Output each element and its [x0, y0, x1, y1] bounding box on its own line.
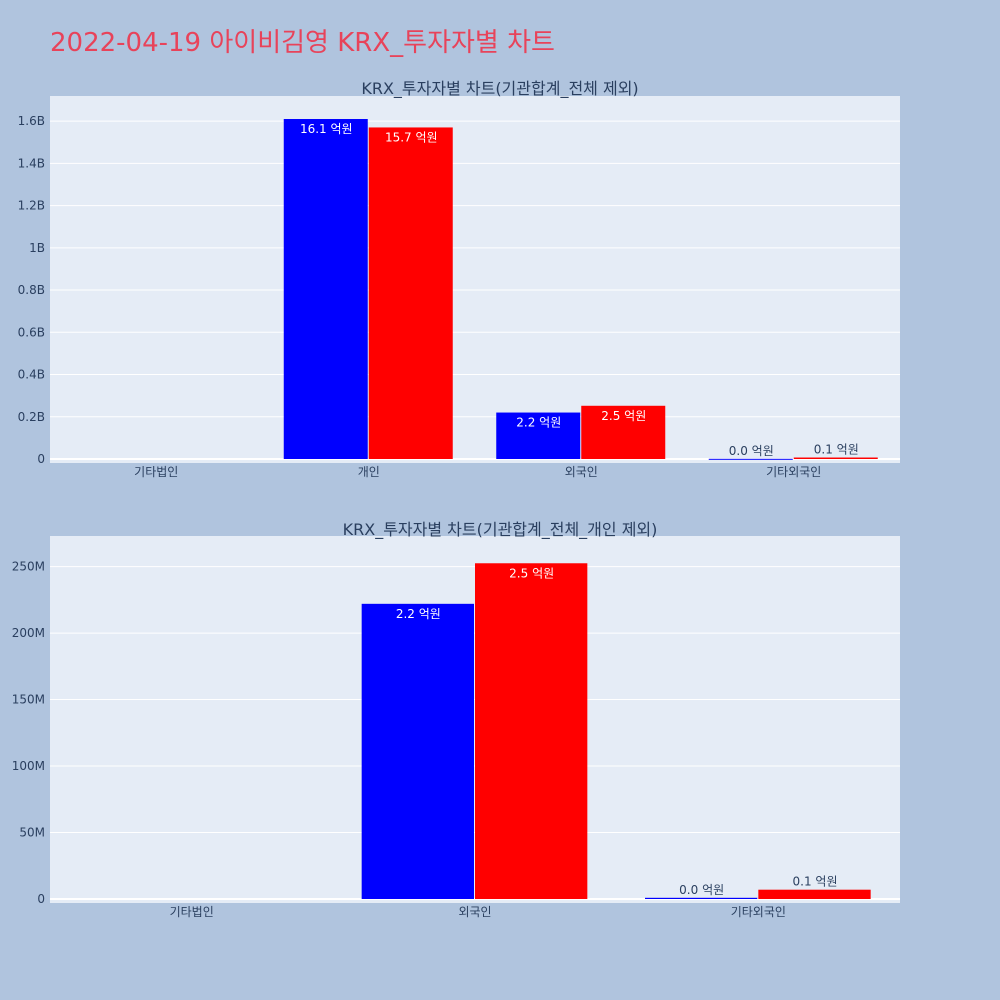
data-label: 0.0 억원: [679, 883, 724, 897]
y-tick-label: 0.6B: [18, 325, 45, 339]
y-tick-label: 0.2B: [18, 410, 45, 424]
data-label: 2.2 억원: [396, 607, 441, 621]
y-tick-label: 0: [37, 452, 45, 466]
bar: [361, 603, 474, 899]
chart-title: KRX_투자자별 차트(기관합계_전체_개인 제외): [343, 520, 658, 540]
bar: [758, 889, 871, 899]
x-tick-label: 기타외국인: [731, 905, 786, 919]
data-label: 2.5 억원: [601, 409, 646, 423]
x-tick-label: 외국인: [565, 465, 598, 479]
bar: [581, 405, 666, 459]
y-tick-label: 50M: [19, 826, 45, 840]
y-tick-label: 0.8B: [18, 283, 45, 297]
data-label: 0.1 억원: [793, 875, 838, 889]
bar: [283, 119, 368, 459]
data-label: 0.1 억원: [814, 443, 859, 457]
plot-area: [50, 96, 900, 463]
bar: [708, 458, 793, 460]
y-tick-label: 150M: [12, 693, 45, 707]
y-tick-label: 1B: [29, 241, 45, 255]
data-label: 0.0 억원: [729, 444, 774, 458]
x-tick-label: 기타법인: [170, 905, 214, 919]
chart-1: KRX_투자자별 차트(기관합계_전체 제외) 0 0.2B 0.4B 0.6B 0.8B…: [18, 79, 900, 479]
y-tick-label: 0.4B: [18, 368, 45, 382]
bar: [645, 897, 758, 899]
page-title: 2022-04-19 아이비김영 KRX_투자자별 차트: [50, 28, 555, 58]
y-tick-label: 1.4B: [18, 156, 45, 170]
y-tick-label: 100M: [12, 759, 45, 773]
chart-title: KRX_투자자별 차트(기관합계_전체 제외): [361, 79, 638, 99]
y-tick-label: 0: [37, 892, 45, 906]
x-tick-label: 외국인: [458, 905, 491, 919]
y-tick-label: 1.2B: [18, 199, 45, 213]
bar: [368, 127, 453, 459]
y-tick-label: 250M: [12, 560, 45, 574]
x-tick-label: 기타법인: [134, 465, 178, 479]
chart-2: KRX_투자자별 차트(기관합계_전체_개인 제외) 0 50M 100M 150M 20…: [12, 520, 900, 919]
data-label: 16.1 억원: [300, 122, 353, 136]
x-tick-label: 개인: [358, 465, 380, 479]
y-tick-label: 200M: [12, 626, 45, 640]
bar: [475, 563, 588, 899]
data-label: 2.5 억원: [509, 566, 554, 580]
data-label: 2.2 억원: [516, 416, 561, 430]
bar: [793, 457, 878, 459]
data-label: 15.7 억원: [385, 130, 438, 144]
bar: [496, 412, 581, 459]
x-tick-label: 기타외국인: [766, 465, 821, 479]
y-tick-label: 1.6B: [18, 114, 45, 128]
